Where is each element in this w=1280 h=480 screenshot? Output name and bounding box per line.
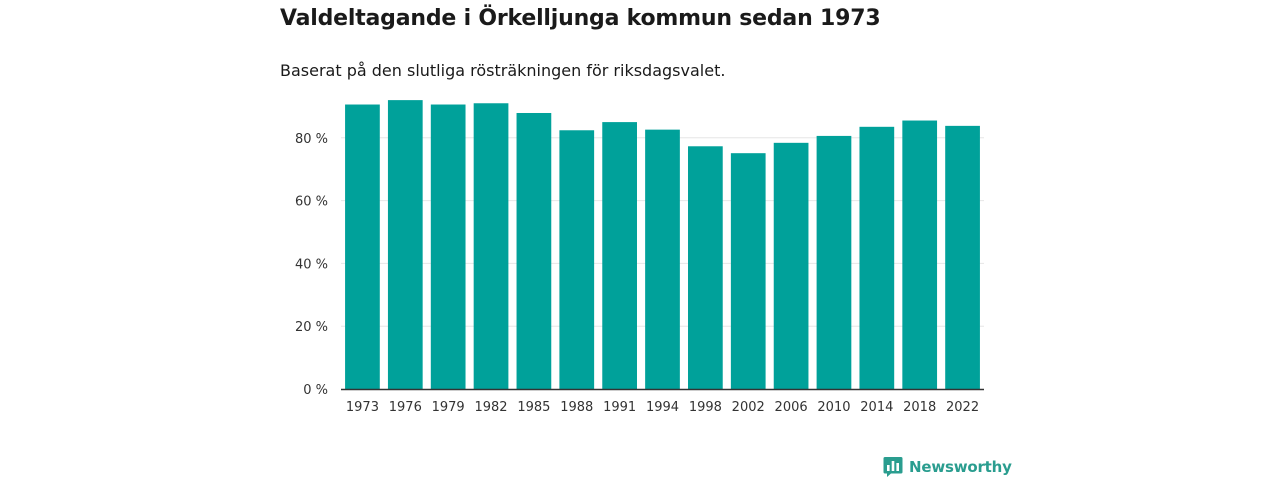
y-tick-label: 80 % — [295, 132, 328, 147]
bar — [473, 103, 509, 389]
bar — [945, 125, 980, 390]
bar — [730, 153, 766, 389]
x-tick-label: 1994 — [646, 400, 679, 415]
bar — [816, 135, 852, 389]
chart-subtitle: Baserat på den slutliga rösträkningen fö… — [280, 61, 726, 80]
chart-title: Valdeltagande i Örkelljunga kommun sedan… — [280, 6, 881, 31]
x-tick-label: 2006 — [775, 400, 808, 415]
x-tick-label: 2018 — [903, 400, 936, 415]
x-tick-label: 1985 — [517, 400, 550, 415]
bar — [773, 142, 809, 389]
bar — [602, 122, 637, 389]
y-tick-label: 40 % — [295, 257, 328, 272]
x-tick-label: 2014 — [860, 400, 893, 415]
x-tick-label: 2010 — [817, 400, 850, 415]
bar — [645, 129, 680, 390]
x-tick-label: 2022 — [946, 400, 979, 415]
x-tick-label: 2002 — [732, 400, 765, 415]
y-tick-label: 0 % — [303, 383, 328, 398]
brand-name: Newsworthy — [909, 458, 1012, 476]
bar — [516, 112, 552, 389]
bar-chart-logo-icon — [883, 457, 903, 477]
x-tick-label: 1979 — [432, 400, 465, 415]
bar — [902, 120, 938, 389]
bar — [387, 100, 423, 390]
bar — [688, 146, 723, 389]
bar — [430, 104, 466, 390]
bar — [559, 130, 595, 390]
x-tick-label: 1998 — [689, 400, 722, 415]
bar — [345, 104, 380, 390]
bar — [859, 126, 895, 389]
x-tick-label: 1988 — [560, 400, 593, 415]
y-tick-label: 20 % — [295, 320, 328, 335]
x-tick-label: 1982 — [474, 400, 507, 415]
x-tick-label: 1973 — [346, 400, 379, 415]
y-tick-label: 60 % — [295, 195, 328, 210]
brand-logo: Newsworthy — [883, 455, 1012, 479]
x-tick-label: 1976 — [389, 400, 422, 415]
x-tick-label: 1991 — [603, 400, 636, 415]
